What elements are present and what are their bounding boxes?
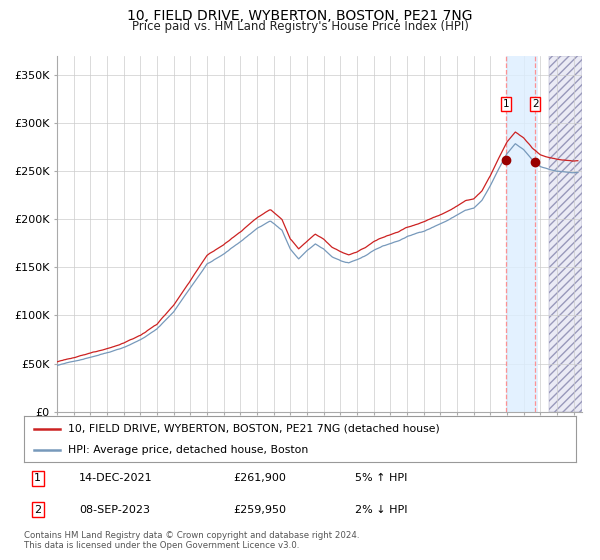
Bar	[506, 56, 538, 412]
Text: Price paid vs. HM Land Registry's House Price Index (HPI): Price paid vs. HM Land Registry's House …	[131, 20, 469, 32]
Text: Contains HM Land Registry data © Crown copyright and database right 2024.
This d: Contains HM Land Registry data © Crown c…	[24, 531, 359, 550]
Text: £259,950: £259,950	[234, 505, 287, 515]
Text: 1: 1	[503, 99, 509, 109]
Text: 14-DEC-2021: 14-DEC-2021	[79, 473, 153, 483]
Text: 2% ↓ HPI: 2% ↓ HPI	[355, 505, 408, 515]
Text: HPI: Average price, detached house, Boston: HPI: Average price, detached house, Bost…	[68, 445, 308, 455]
Bar	[548, 56, 582, 412]
Text: 10, FIELD DRIVE, WYBERTON, BOSTON, PE21 7NG (detached house): 10, FIELD DRIVE, WYBERTON, BOSTON, PE21 …	[68, 423, 440, 433]
Text: 5% ↑ HPI: 5% ↑ HPI	[355, 473, 407, 483]
Text: £261,900: £261,900	[234, 473, 287, 483]
Text: 08-SEP-2023: 08-SEP-2023	[79, 505, 150, 515]
Text: 2: 2	[532, 99, 538, 109]
Text: 1: 1	[34, 473, 41, 483]
Text: 10, FIELD DRIVE, WYBERTON, BOSTON, PE21 7NG: 10, FIELD DRIVE, WYBERTON, BOSTON, PE21 …	[127, 9, 473, 23]
Text: 2: 2	[34, 505, 41, 515]
